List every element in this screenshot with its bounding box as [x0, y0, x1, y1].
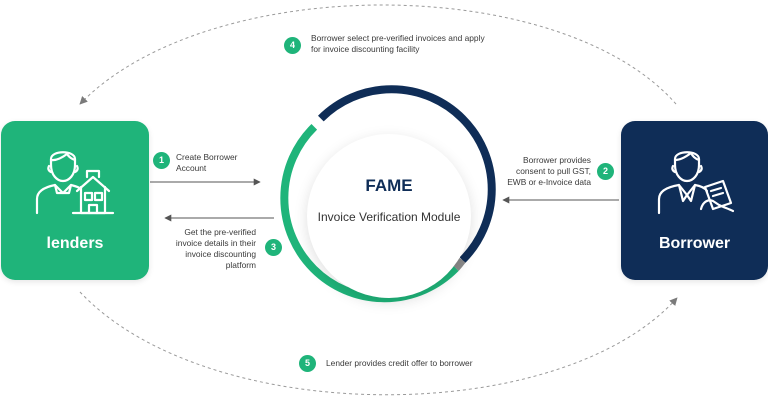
step-1-line: Create Borrower: [176, 152, 238, 162]
step-4-text: Borrower select pre-verified invoices an…: [311, 33, 485, 55]
step-5-badge: 5: [299, 355, 316, 372]
step-1-text: Create Borrower Account: [176, 152, 237, 174]
ring-navy-arc: [318, 85, 496, 263]
step-3-badge: 3: [265, 239, 282, 256]
borrower-label: Borrower: [658, 235, 731, 252]
step-1-line: Account: [176, 163, 207, 173]
step-5-line: Lender provides credit offer to borrower: [326, 358, 473, 368]
fame-module-circle: FAME Invoice Verification Module: [307, 134, 471, 298]
borrower-box: Borrower: [621, 121, 768, 280]
step-4-line: for invoice discounting facility: [311, 44, 420, 54]
lenders-label: lenders: [46, 235, 104, 252]
step-4-line: Borrower select pre-verified invoices an…: [311, 33, 485, 43]
lender-with-house-icon: [1, 145, 149, 217]
lenders-box: lenders: [1, 121, 149, 280]
step-3-line: Get the pre-verified: [184, 227, 256, 237]
step-4-badge: 4: [284, 37, 301, 54]
step-3-line: invoice details in their: [175, 238, 256, 248]
dashed-arrow-bottom: [79, 291, 678, 396]
fame-title: FAME: [365, 176, 413, 195]
step-2-line: Borrower provides: [523, 155, 591, 165]
borrower-with-document-icon: [621, 145, 768, 217]
ring-grey-arc: [452, 257, 466, 271]
step-2-text: Borrower provides consent to pull GST, E…: [480, 155, 591, 188]
step-3-line: invoice discounting: [185, 249, 256, 259]
step-2-badge: 2: [597, 163, 614, 180]
step-2-line: EWB or e-Invoice data: [507, 177, 591, 187]
step-3-text: Get the pre-verified invoice details in …: [150, 227, 256, 271]
step-3-line: platform: [225, 260, 256, 270]
dashed-arrow-top: [79, 4, 677, 105]
step-1-badge: 1: [153, 152, 170, 169]
fame-subtitle: Invoice Verification Module: [317, 210, 461, 224]
step-2-line: consent to pull GST,: [516, 166, 591, 176]
step-5-text: Lender provides credit offer to borrower: [326, 358, 473, 369]
